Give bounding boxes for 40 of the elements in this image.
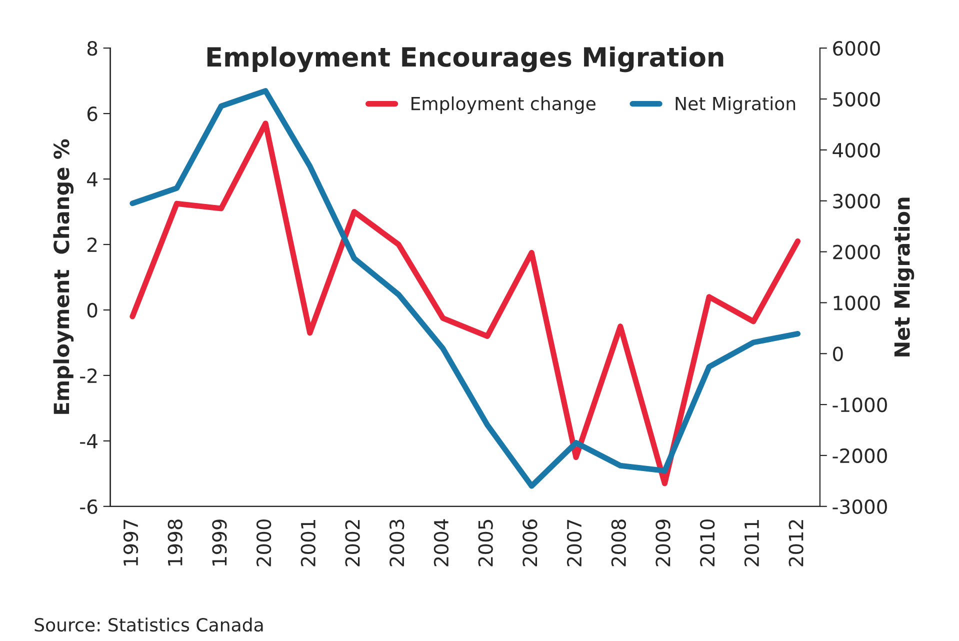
x-tick-label: 2009: [656, 520, 670, 566]
y2-axis-title: Net Migration: [894, 198, 914, 356]
y2-tick-label: -1000: [832, 398, 887, 412]
x-tick-label: 2002: [345, 520, 360, 566]
x-tick-label: 1998: [168, 520, 182, 566]
y2-tick-label: 6000: [833, 41, 880, 56]
x-tick-label: 1997: [123, 520, 138, 566]
y-tick-label: -4: [80, 434, 98, 448]
y2-tick-label: 2000: [833, 244, 880, 260]
source-note: Source: Statistics Canada: [34, 618, 263, 632]
y2-tick-label: -2000: [832, 448, 887, 464]
x-tick-label: 2006: [522, 519, 538, 566]
y2-tick-label: -3000: [832, 499, 887, 514]
chart-title: Employment Encourages Migration: [207, 46, 724, 72]
x-tick-label: 2000: [256, 519, 272, 566]
y2-tick-label: 3000: [833, 194, 880, 209]
y2-tick-label: 5000: [833, 92, 880, 107]
x-tick-label: 2001: [300, 520, 316, 566]
x-tick-label: 2005: [478, 520, 493, 566]
x-tick-label: 2008: [611, 520, 626, 566]
y-tick-label: 4: [87, 172, 98, 186]
x-tick-label: 2003: [390, 520, 404, 566]
y2-tick-label: 0: [833, 346, 843, 362]
y2-tick-label: 1000: [834, 296, 880, 310]
y-tick-label: -6: [80, 499, 98, 514]
y-tick-label: 6: [87, 106, 98, 122]
x-tick-label: 1999: [212, 520, 227, 566]
y-axis-title: Employment Change %: [53, 139, 74, 414]
y-tick-label: -2: [80, 368, 97, 383]
y2-tick-label: 4000: [832, 142, 880, 158]
y-tick-label: 0: [87, 302, 98, 318]
x-tick-label: 2012: [788, 520, 804, 566]
x-tick-label: 2011: [744, 520, 760, 566]
y-tick-label: 8: [87, 41, 98, 56]
x-tick-label: 2010: [700, 519, 715, 566]
x-tick-label: 2004: [434, 519, 449, 566]
legend-label: Employment change: [412, 96, 596, 114]
legend-label: Net Migration: [676, 96, 796, 114]
x-tick-label: 2007: [566, 520, 582, 566]
y-tick-label: 2: [88, 237, 97, 252]
